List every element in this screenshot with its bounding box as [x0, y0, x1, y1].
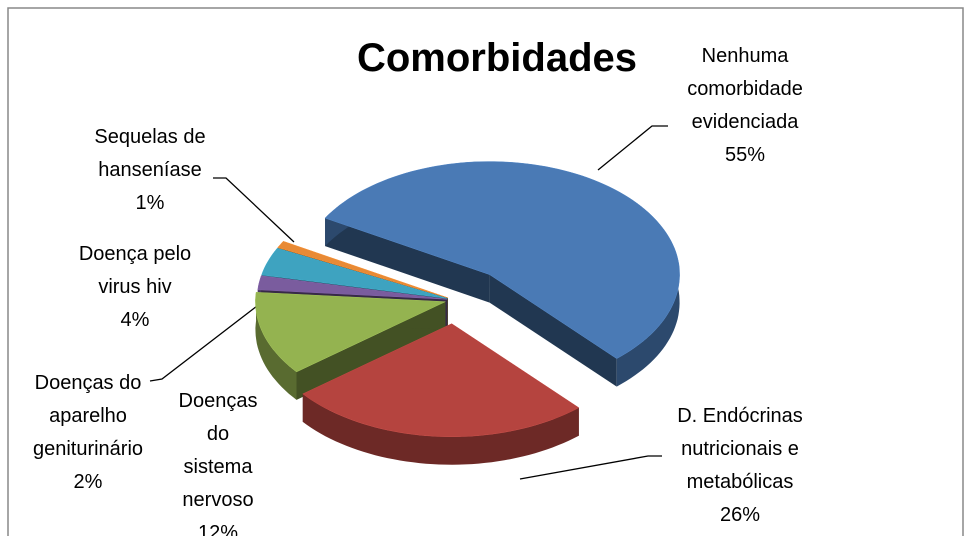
leader-line [597, 125, 668, 171]
slice-side [255, 292, 297, 400]
value-label: 12% [197, 522, 239, 536]
leader-line [519, 455, 662, 480]
value-label: 2% [73, 471, 103, 493]
leader-line [149, 292, 275, 382]
value-label: 26% [719, 504, 761, 526]
slice [302, 323, 580, 437]
category-label: Doenças do sistema nervoso [178, 390, 258, 511]
slice [261, 247, 448, 299]
slice [277, 241, 448, 299]
data-label: D. Endócrinas nutricionais e metabólicas… [660, 400, 820, 532]
leader-lines [149, 125, 668, 480]
category-label: D. Endócrinas nutricionais e metabólicas [677, 405, 803, 493]
value-label: 4% [120, 309, 150, 331]
slice [255, 292, 446, 373]
leader-line [213, 177, 295, 243]
category-label: Sequelas de hanseníase [94, 126, 206, 181]
data-label: Doenças do sistema nervoso 12% [173, 385, 263, 536]
value-label: 1% [135, 192, 165, 214]
slice-side [302, 393, 579, 465]
category-label: Doença pelo virus hiv [78, 243, 192, 298]
value-label: 55% [724, 144, 766, 166]
slice-side [489, 274, 617, 387]
data-label: Nenhuma comorbidade evidenciada 55% [675, 40, 815, 172]
category-label: Nenhuma comorbidade evidenciada [687, 45, 803, 133]
slice [257, 275, 448, 300]
slice-side [325, 161, 680, 387]
data-label: Sequelas de hanseníase 1% [80, 121, 220, 220]
data-label: Doença pelo virus hiv 4% [60, 238, 210, 337]
slice [324, 161, 680, 359]
data-label: Doenças do aparelho geniturinário 2% [18, 367, 158, 499]
category-label: Doenças do aparelho geniturinário [32, 372, 144, 460]
chart-title: Comorbidades [356, 36, 638, 80]
slice-side [325, 218, 490, 303]
